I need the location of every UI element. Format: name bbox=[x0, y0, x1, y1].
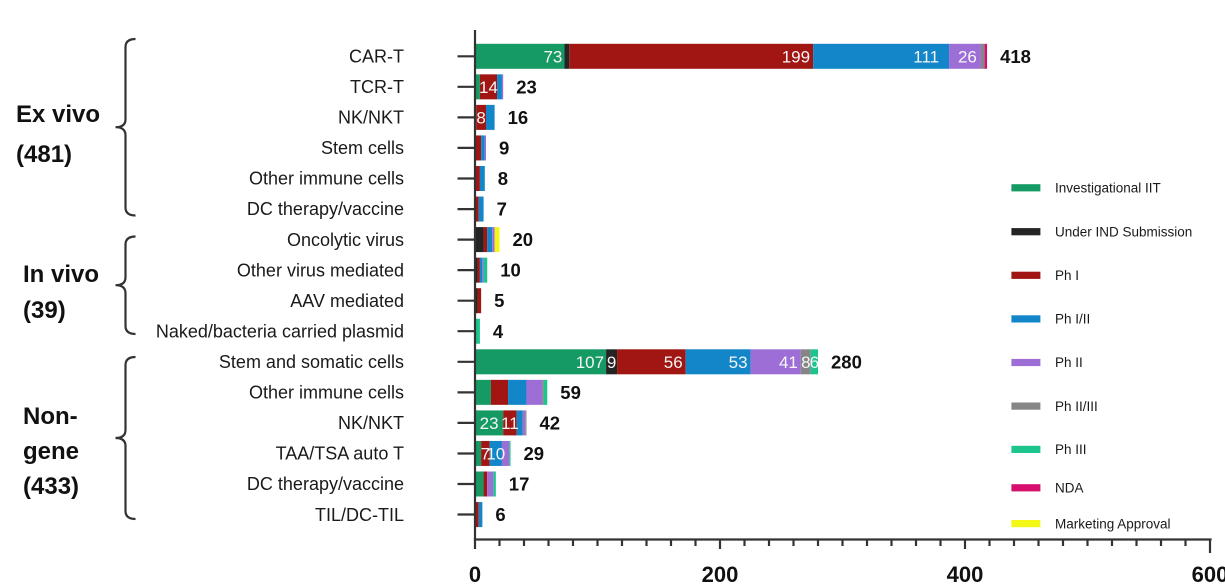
svg-text:14: 14 bbox=[479, 78, 498, 97]
svg-text:8: 8 bbox=[498, 168, 508, 189]
svg-text:Other immune cells: Other immune cells bbox=[249, 383, 404, 403]
svg-text:200: 200 bbox=[702, 562, 739, 587]
svg-text:gene: gene bbox=[23, 438, 79, 465]
svg-text:10: 10 bbox=[500, 260, 521, 281]
svg-text:(39): (39) bbox=[23, 297, 66, 324]
svg-text:53: 53 bbox=[729, 353, 748, 372]
svg-text:TIL/DC-TIL: TIL/DC-TIL bbox=[315, 505, 404, 525]
svg-text:(433): (433) bbox=[23, 473, 79, 500]
svg-text:NDA: NDA bbox=[1055, 481, 1084, 496]
svg-text:Ph I/II: Ph I/II bbox=[1055, 312, 1090, 327]
svg-text:107: 107 bbox=[576, 353, 604, 372]
svg-text:20: 20 bbox=[513, 229, 534, 250]
svg-text:CAR-T: CAR-T bbox=[349, 47, 404, 67]
svg-text:In vivo: In vivo bbox=[23, 261, 99, 288]
svg-text:DC therapy/vaccine: DC therapy/vaccine bbox=[247, 199, 404, 219]
svg-text:280: 280 bbox=[831, 351, 862, 372]
svg-text:23: 23 bbox=[516, 76, 537, 97]
svg-text:Other virus mediated: Other virus mediated bbox=[237, 260, 404, 280]
svg-text:Non-: Non- bbox=[23, 403, 78, 430]
svg-text:NK/NKT: NK/NKT bbox=[338, 108, 404, 128]
svg-text:16: 16 bbox=[508, 107, 529, 128]
svg-text:TCR-T: TCR-T bbox=[350, 77, 404, 97]
svg-text:(481): (481) bbox=[16, 141, 72, 168]
svg-text:Oncolytic virus: Oncolytic virus bbox=[287, 230, 404, 250]
svg-text:26: 26 bbox=[958, 47, 977, 66]
svg-text:AAV mediated: AAV mediated bbox=[290, 291, 404, 311]
svg-text:TAA/TSA auto T: TAA/TSA auto T bbox=[276, 444, 404, 464]
svg-text:17: 17 bbox=[509, 474, 530, 495]
svg-text:400: 400 bbox=[947, 562, 984, 587]
svg-text:6: 6 bbox=[810, 353, 819, 372]
svg-text:Naked/bacteria carried plasmid: Naked/bacteria carried plasmid bbox=[156, 321, 404, 341]
svg-text:Under IND Submission: Under IND Submission bbox=[1055, 224, 1192, 239]
svg-text:5: 5 bbox=[494, 290, 504, 311]
svg-text:NK/NKT: NK/NKT bbox=[338, 413, 404, 433]
svg-text:42: 42 bbox=[540, 412, 561, 433]
svg-text:Investigational IIT: Investigational IIT bbox=[1055, 181, 1161, 196]
svg-text:73: 73 bbox=[543, 47, 562, 66]
svg-text:199: 199 bbox=[782, 47, 810, 66]
svg-text:Stem and somatic cells: Stem and somatic cells bbox=[219, 352, 404, 372]
svg-text:111: 111 bbox=[913, 47, 939, 66]
svg-text:56: 56 bbox=[664, 353, 683, 372]
svg-text:0: 0 bbox=[469, 562, 481, 587]
svg-text:DC therapy/vaccine: DC therapy/vaccine bbox=[247, 474, 404, 494]
svg-text:7: 7 bbox=[481, 445, 490, 464]
svg-text:8: 8 bbox=[801, 353, 810, 372]
svg-text:11: 11 bbox=[501, 414, 519, 433]
svg-text:Ph II: Ph II bbox=[1055, 355, 1083, 370]
svg-text:59: 59 bbox=[560, 382, 581, 403]
svg-text:10: 10 bbox=[486, 445, 505, 464]
svg-text:Ex vivo: Ex vivo bbox=[16, 101, 100, 128]
svg-text:Ph I: Ph I bbox=[1055, 268, 1079, 283]
svg-text:4: 4 bbox=[493, 321, 504, 342]
svg-text:Other immune cells: Other immune cells bbox=[249, 169, 404, 189]
svg-text:Ph III: Ph III bbox=[1055, 442, 1087, 457]
svg-text:29: 29 bbox=[524, 443, 545, 464]
svg-text:Ph II/III: Ph II/III bbox=[1055, 399, 1098, 414]
svg-text:Marketing Approval: Marketing Approval bbox=[1055, 516, 1171, 531]
svg-text:41: 41 bbox=[779, 353, 798, 372]
svg-text:23: 23 bbox=[480, 414, 499, 433]
svg-text:7: 7 bbox=[497, 199, 507, 220]
svg-text:600: 600 bbox=[1192, 562, 1225, 587]
svg-text:9: 9 bbox=[499, 137, 509, 158]
svg-text:418: 418 bbox=[1000, 46, 1031, 67]
svg-text:Stem cells: Stem cells bbox=[321, 138, 404, 158]
svg-text:8: 8 bbox=[476, 108, 485, 127]
svg-text:6: 6 bbox=[495, 504, 505, 525]
svg-text:9: 9 bbox=[607, 353, 616, 372]
